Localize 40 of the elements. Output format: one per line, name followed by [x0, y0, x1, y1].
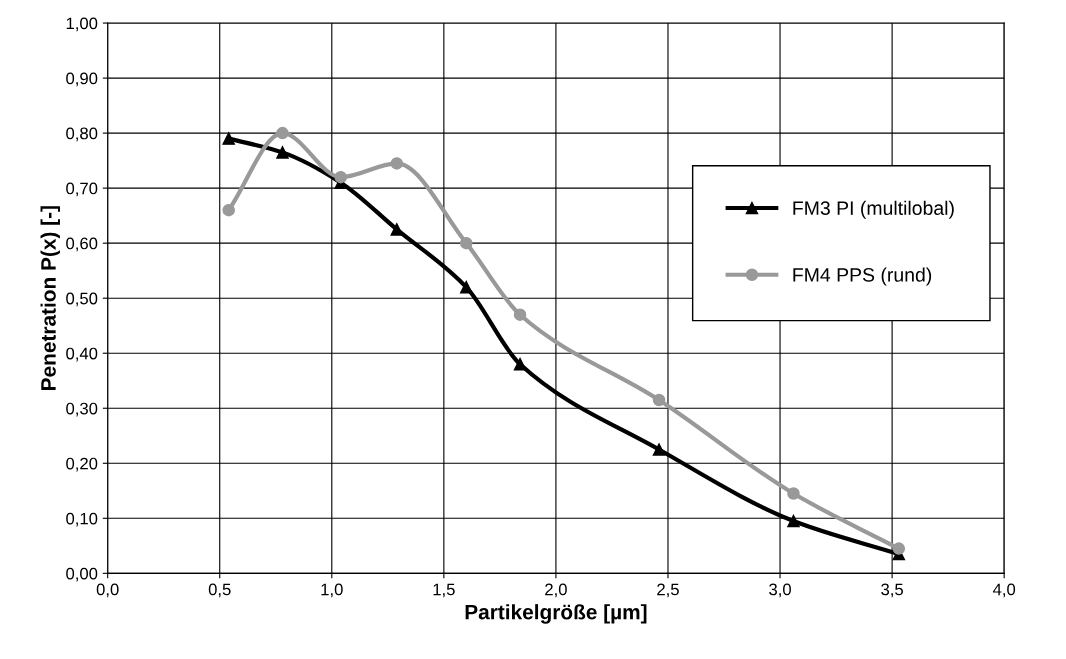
point — [892, 542, 906, 555]
point — [513, 357, 527, 371]
legend-label: FM3 PI (multilobal) — [793, 200, 954, 219]
y-tick-label: 0,90 — [66, 72, 98, 87]
x-tick-label: 1,5 — [433, 583, 455, 598]
point — [652, 443, 666, 456]
y-tick-label: 0,10 — [66, 512, 98, 527]
point — [787, 514, 800, 528]
y-tick-label: 0,40 — [66, 347, 98, 362]
point — [513, 308, 527, 321]
y-tick-label: 0,60 — [66, 237, 98, 252]
point — [460, 236, 473, 250]
legend-label: FM4 PPS (rund) — [793, 267, 932, 286]
x-tick-label: 0,0 — [96, 583, 119, 598]
x-axis-title: Partikelgröße [µm] — [465, 604, 647, 624]
point — [787, 487, 800, 500]
point — [276, 146, 289, 159]
point — [390, 223, 404, 236]
y-tick-label: 0,70 — [66, 182, 98, 197]
x-tick-label: 3,0 — [769, 583, 791, 598]
x-tick-label: 4,0 — [992, 583, 1016, 598]
point — [390, 157, 404, 170]
point — [222, 132, 235, 145]
x-tick-label: 2,0 — [545, 583, 567, 598]
x-tick-label: 3,5 — [881, 583, 903, 598]
y-axis-title: Penetration P(x) [-] — [40, 206, 60, 390]
x-tick-label: 2,5 — [657, 583, 679, 598]
point — [222, 203, 235, 217]
y-tick-label: 0,30 — [66, 402, 98, 417]
y-tick-label: 0,00 — [66, 567, 98, 582]
point — [460, 280, 473, 294]
point — [334, 170, 348, 184]
y-tick-label: 0,80 — [66, 127, 98, 142]
x-tick-label: 1,0 — [321, 583, 343, 598]
point — [276, 126, 289, 140]
y-tick-label: 0,20 — [66, 457, 98, 472]
y-tick-label: 1,00 — [66, 17, 98, 32]
point — [652, 393, 666, 407]
y-tick-label: 0,50 — [66, 292, 98, 307]
x-tick-label: 0,5 — [208, 583, 231, 598]
